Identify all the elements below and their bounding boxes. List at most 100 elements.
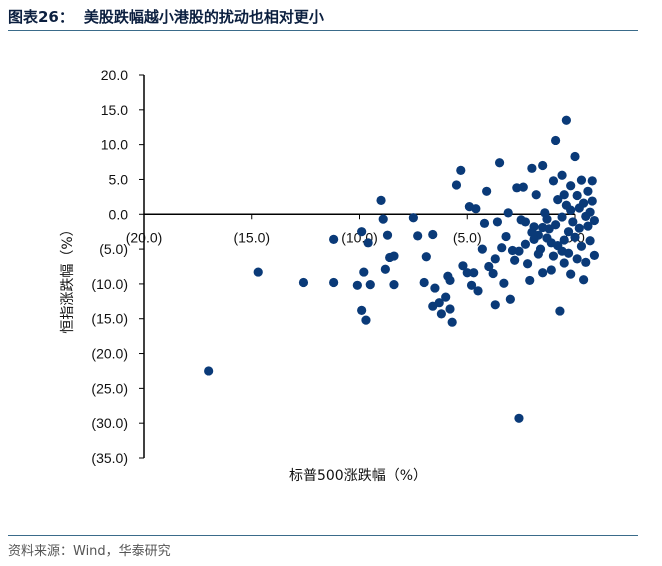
- data-point: [538, 160, 548, 171]
- data-point: [531, 190, 541, 200]
- data-point: [503, 208, 513, 218]
- data-point: [520, 239, 531, 249]
- data-point: [551, 135, 561, 146]
- data-point: [408, 213, 418, 223]
- data-point: [298, 277, 309, 288]
- data-point: [533, 249, 543, 259]
- data-point: [363, 238, 373, 248]
- data-point: [445, 304, 455, 314]
- y-tick-label: (5.0): [99, 241, 128, 257]
- footer-rule: [8, 535, 638, 536]
- data-point: [566, 269, 576, 279]
- data-point: [473, 286, 483, 296]
- data-point: [548, 176, 559, 186]
- data-point: [542, 233, 552, 243]
- y-axis: 20.0 15.0 10.0 5.0 0.0 (5.0) (10.0) (15.0) (20.0…: [91, 67, 145, 466]
- data-point: [380, 264, 390, 274]
- data-point: [488, 268, 498, 279]
- data-point: [499, 278, 509, 288]
- data-point: [365, 280, 375, 290]
- data-point: [451, 180, 462, 190]
- data-point: [559, 235, 569, 245]
- data-point: [542, 214, 552, 224]
- data-point: [428, 229, 438, 240]
- data-point: [579, 275, 589, 285]
- data-point: [441, 292, 451, 302]
- data-point: [557, 170, 567, 180]
- data-point: [527, 227, 537, 237]
- data-point: [490, 254, 500, 264]
- data-point: [329, 277, 339, 288]
- x-axis: (20.0)(15.0)(10.0)(5.0)0.0: [126, 213, 585, 245]
- data-point: [589, 215, 599, 226]
- data-point: [576, 175, 587, 185]
- data-point: [357, 227, 367, 237]
- data-point: [352, 280, 362, 290]
- y-tick-label: 5.0: [109, 171, 129, 187]
- data-point: [466, 280, 477, 290]
- data-point: [419, 277, 429, 288]
- data-point: [555, 306, 565, 316]
- figure-title: 美股跌幅越小港股的扰动也相对更小: [83, 7, 324, 26]
- data-point: [572, 190, 582, 201]
- data-point: [563, 227, 574, 237]
- data-point: [572, 254, 582, 264]
- data-point: [492, 217, 503, 227]
- data-point: [566, 205, 576, 215]
- data-point: [477, 244, 487, 254]
- data-point: [494, 158, 505, 168]
- data-point: [436, 309, 446, 319]
- data-point: [557, 246, 567, 256]
- data-point: [538, 268, 548, 278]
- data-point: [501, 231, 511, 242]
- data-point: [445, 275, 455, 286]
- data-point: [579, 198, 589, 208]
- data-point: [559, 190, 569, 200]
- data-point: [484, 261, 494, 272]
- data-point: [570, 151, 580, 162]
- data-point: [479, 218, 490, 228]
- data-point: [421, 252, 431, 262]
- data-point: [529, 234, 539, 244]
- data-point: [253, 267, 263, 277]
- x-tick-label: (20.0): [126, 229, 163, 245]
- y-tick-label: 10.0: [101, 137, 128, 153]
- data-point: [561, 115, 571, 125]
- scatter-points: [204, 115, 599, 423]
- data-point: [576, 241, 587, 251]
- y-tick-label: 15.0: [101, 102, 128, 118]
- data-point: [589, 250, 599, 260]
- y-tick-label: (30.0): [91, 415, 128, 431]
- data-point: [514, 413, 524, 423]
- data-point: [520, 217, 531, 227]
- data-point: [490, 300, 500, 310]
- x-tick-label: (15.0): [233, 229, 270, 245]
- data-point: [568, 217, 578, 227]
- data-point: [585, 236, 595, 246]
- data-point: [538, 222, 548, 233]
- data-point: [583, 186, 593, 196]
- data-point: [430, 283, 440, 293]
- data-point: [359, 267, 369, 277]
- y-tick-label: (20.0): [91, 346, 128, 362]
- y-tick-label: 20.0: [101, 67, 128, 83]
- data-point: [527, 163, 537, 173]
- header-rule: [8, 30, 638, 31]
- data-point: [570, 232, 580, 242]
- data-point: [204, 366, 214, 376]
- data-point: [357, 305, 367, 315]
- data-point: [583, 221, 593, 231]
- data-point: [546, 265, 556, 275]
- figure-header: 图表26： 美股跌幅越小港股的扰动也相对更小: [8, 4, 654, 28]
- data-point: [559, 258, 569, 268]
- data-point: [361, 315, 371, 325]
- data-point: [566, 181, 576, 191]
- data-point: [497, 243, 507, 253]
- data-point: [510, 255, 520, 265]
- y-tick-label: (25.0): [91, 380, 128, 396]
- data-point: [378, 214, 388, 224]
- source-note: 资料来源：Wind，华泰研究: [8, 544, 171, 559]
- data-point: [456, 165, 466, 176]
- data-point: [551, 220, 561, 230]
- data-point: [505, 294, 515, 304]
